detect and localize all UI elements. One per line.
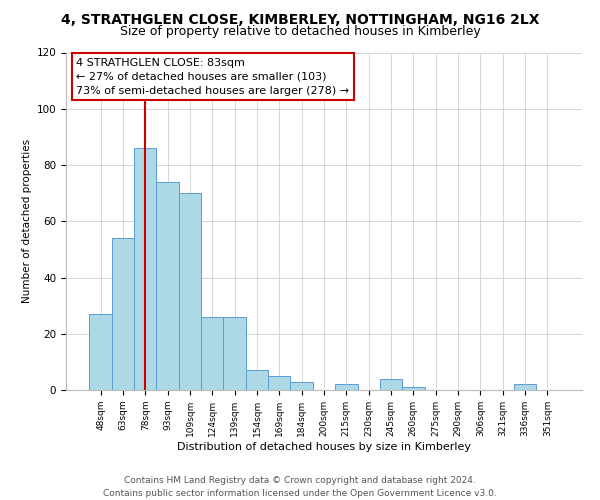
Y-axis label: Number of detached properties: Number of detached properties [22, 139, 32, 304]
Text: Size of property relative to detached houses in Kimberley: Size of property relative to detached ho… [119, 25, 481, 38]
Text: Contains HM Land Registry data © Crown copyright and database right 2024.
Contai: Contains HM Land Registry data © Crown c… [103, 476, 497, 498]
X-axis label: Distribution of detached houses by size in Kimberley: Distribution of detached houses by size … [177, 442, 471, 452]
Bar [335, 384, 358, 390]
Bar [179, 193, 201, 390]
Bar [112, 238, 134, 390]
Bar [380, 379, 402, 390]
Bar [223, 317, 246, 390]
Bar [201, 317, 223, 390]
Bar [514, 384, 536, 390]
Bar [290, 382, 313, 390]
Text: 4 STRATHGLEN CLOSE: 83sqm
← 27% of detached houses are smaller (103)
73% of semi: 4 STRATHGLEN CLOSE: 83sqm ← 27% of detac… [76, 58, 349, 96]
Bar [134, 148, 157, 390]
Bar [157, 182, 179, 390]
Bar [246, 370, 268, 390]
Text: 4, STRATHGLEN CLOSE, KIMBERLEY, NOTTINGHAM, NG16 2LX: 4, STRATHGLEN CLOSE, KIMBERLEY, NOTTINGH… [61, 12, 539, 26]
Bar [268, 376, 290, 390]
Bar [89, 314, 112, 390]
Bar [402, 387, 425, 390]
